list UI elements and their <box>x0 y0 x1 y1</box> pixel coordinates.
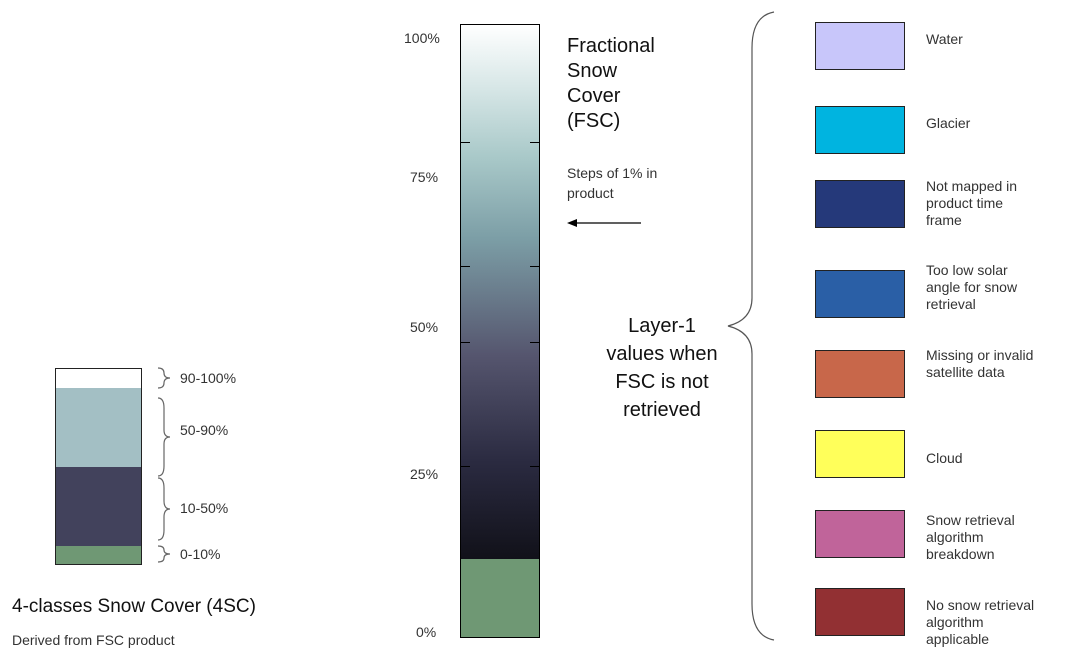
layer1-label-line-4: retrieved <box>623 399 701 421</box>
swatch-glacier <box>815 106 905 154</box>
fsc-title-line-1: Fractional <box>567 35 655 57</box>
label-glacier: Glacier <box>926 115 1065 132</box>
swatch-water <box>815 22 905 70</box>
label-missing-line-2: satellite data <box>926 364 1005 380</box>
brace-0-10 <box>157 545 171 563</box>
label-not-applicable-line-2: algorithm <box>926 614 984 630</box>
layer1-label-line-2: values when <box>606 343 718 365</box>
label-low-solar-line-3: retrieval <box>926 296 976 312</box>
axis-tick-50: 50% <box>410 319 439 335</box>
fsc-gradient <box>461 25 539 559</box>
label-not-mapped-line-3: frame <box>926 212 962 228</box>
label-breakdown-line-3: breakdown <box>926 546 995 562</box>
brace-90-100 <box>157 367 171 389</box>
brace-50-90 <box>157 397 171 477</box>
label-low-solar-line-2: angle for snow <box>926 279 1018 295</box>
sc4-title: 4-classes Snow Cover (4SC) <box>12 596 256 617</box>
arrow-left-icon <box>567 219 641 227</box>
sc4-stack <box>55 368 142 565</box>
swatch-cloud <box>815 430 905 478</box>
label-breakdown-line-2: algorithm <box>926 529 984 545</box>
fsc-title-line-4: (FSC) <box>567 110 621 132</box>
fsc-note: Steps of 1% in product <box>567 163 657 203</box>
layer1-label-line-1: Layer-1 <box>628 315 696 337</box>
swatch-low-solar <box>815 270 905 318</box>
swatch-not-mapped <box>815 180 905 228</box>
label-water-line-1: Water <box>926 31 963 47</box>
label-low-solar-line-1: Too low solar <box>926 262 1008 278</box>
tick-left-75 <box>461 142 470 143</box>
tick-right-75 <box>530 142 539 143</box>
layer1-label: Layer-1 values when FSC is not retrieved <box>586 312 738 424</box>
label-cloud-line-1: Cloud <box>926 450 963 466</box>
axis-tick-75: 75% <box>410 169 439 185</box>
layer1-label-line-3: FSC is not <box>615 371 709 393</box>
label-cloud: Cloud <box>926 450 1065 467</box>
brace-10-50 <box>157 477 171 541</box>
axis-tick-0: 0% <box>416 624 437 640</box>
tick-right-25 <box>530 466 539 467</box>
fsc-title-line-2: Snow <box>567 60 618 82</box>
axis-tick-100: 100% <box>404 30 440 46</box>
label-not-mapped-line-2: product time <box>926 195 1004 211</box>
sc4-label-0-10: 0-10% <box>180 546 221 562</box>
layer1-brace <box>727 11 775 641</box>
tick-right-60 <box>530 266 539 267</box>
label-not-applicable: No snow retrieval algorithm applicable <box>926 597 1065 648</box>
sc4-class-10-50 <box>56 467 141 546</box>
sc4-class-90-100 <box>56 369 141 388</box>
sc4-label-90-100: 90-100% <box>180 370 237 386</box>
sc4-label-10-50: 10-50% <box>180 500 229 516</box>
sc4-class-0-10 <box>56 546 141 564</box>
fsc-low-band <box>461 559 539 637</box>
tick-left-60 <box>461 266 470 267</box>
fsc-color-bar <box>460 24 540 638</box>
fsc-title: Fractional Snow Cover (FSC) <box>567 34 655 134</box>
label-not-mapped: Not mapped in product time frame <box>926 178 1065 229</box>
tick-right-50 <box>530 342 539 343</box>
label-breakdown-line-1: Snow retrieval <box>926 512 1015 528</box>
tick-left-25 <box>461 466 470 467</box>
swatch-not-applicable <box>815 588 905 636</box>
label-glacier-line-1: Glacier <box>926 115 971 131</box>
label-breakdown: Snow retrieval algorithm breakdown <box>926 512 1065 563</box>
label-missing-line-1: Missing or invalid <box>926 347 1034 363</box>
label-missing: Missing or invalid satellite data <box>926 347 1065 381</box>
tick-left-50 <box>461 342 470 343</box>
label-low-solar: Too low solar angle for snow retrieval <box>926 262 1065 313</box>
fsc-note-line-2: product <box>567 185 614 201</box>
sc4-class-50-90 <box>56 388 141 467</box>
sc4-label-50-90: 50-90% <box>180 422 229 438</box>
swatch-missing <box>815 350 905 398</box>
axis-tick-25: 25% <box>410 466 439 482</box>
fsc-title-line-3: Cover <box>567 85 621 107</box>
sc4-braces <box>157 367 171 563</box>
label-not-applicable-line-3: applicable <box>926 631 990 647</box>
label-not-mapped-line-1: Not mapped in <box>926 178 1018 194</box>
swatch-breakdown <box>815 510 905 558</box>
label-not-applicable-line-1: No snow retrieval <box>926 597 1035 613</box>
fsc-note-line-1: Steps of 1% in <box>567 165 658 181</box>
label-water: Water <box>926 31 1065 48</box>
sc4-subtitle: Derived from FSC product <box>12 632 175 648</box>
